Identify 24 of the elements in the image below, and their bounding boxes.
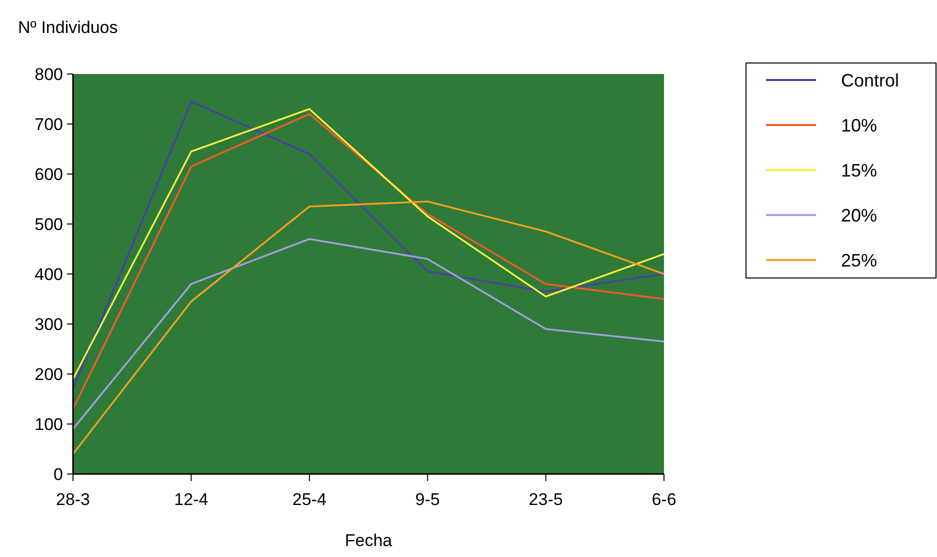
x-axis-title: Fecha xyxy=(344,531,393,550)
x-tick-label: 28-3 xyxy=(56,490,90,509)
y-tick-label: 600 xyxy=(34,164,63,184)
x-tick-label: 6-6 xyxy=(652,490,676,509)
line-series xyxy=(72,200,665,455)
legend-label: 25% xyxy=(841,250,878,270)
y-tick-label: 300 xyxy=(34,314,63,334)
x-tick-label: 9-5 xyxy=(415,490,440,509)
x-tick-label: 12-4 xyxy=(174,490,208,509)
x-tick-label: 23-5 xyxy=(528,490,563,509)
y-tick-label: 0 xyxy=(54,464,63,484)
legend-label: 20% xyxy=(841,205,878,226)
legend-label: Control xyxy=(841,70,900,90)
y-tick-label: 200 xyxy=(34,364,63,384)
y-tick-label: 100 xyxy=(34,414,63,434)
x-tick-label: 25-4 xyxy=(292,490,326,509)
legend-label: 15% xyxy=(841,160,878,180)
legend-label: 10% xyxy=(841,115,878,136)
y-axis-title: Nº Individuos xyxy=(18,18,118,37)
y-tick-label: 800 xyxy=(34,64,63,84)
y-tick-label: 400 xyxy=(34,264,63,284)
line-series xyxy=(72,238,665,430)
y-tick-label: 700 xyxy=(34,114,63,134)
y-tick-label: 500 xyxy=(34,214,63,234)
